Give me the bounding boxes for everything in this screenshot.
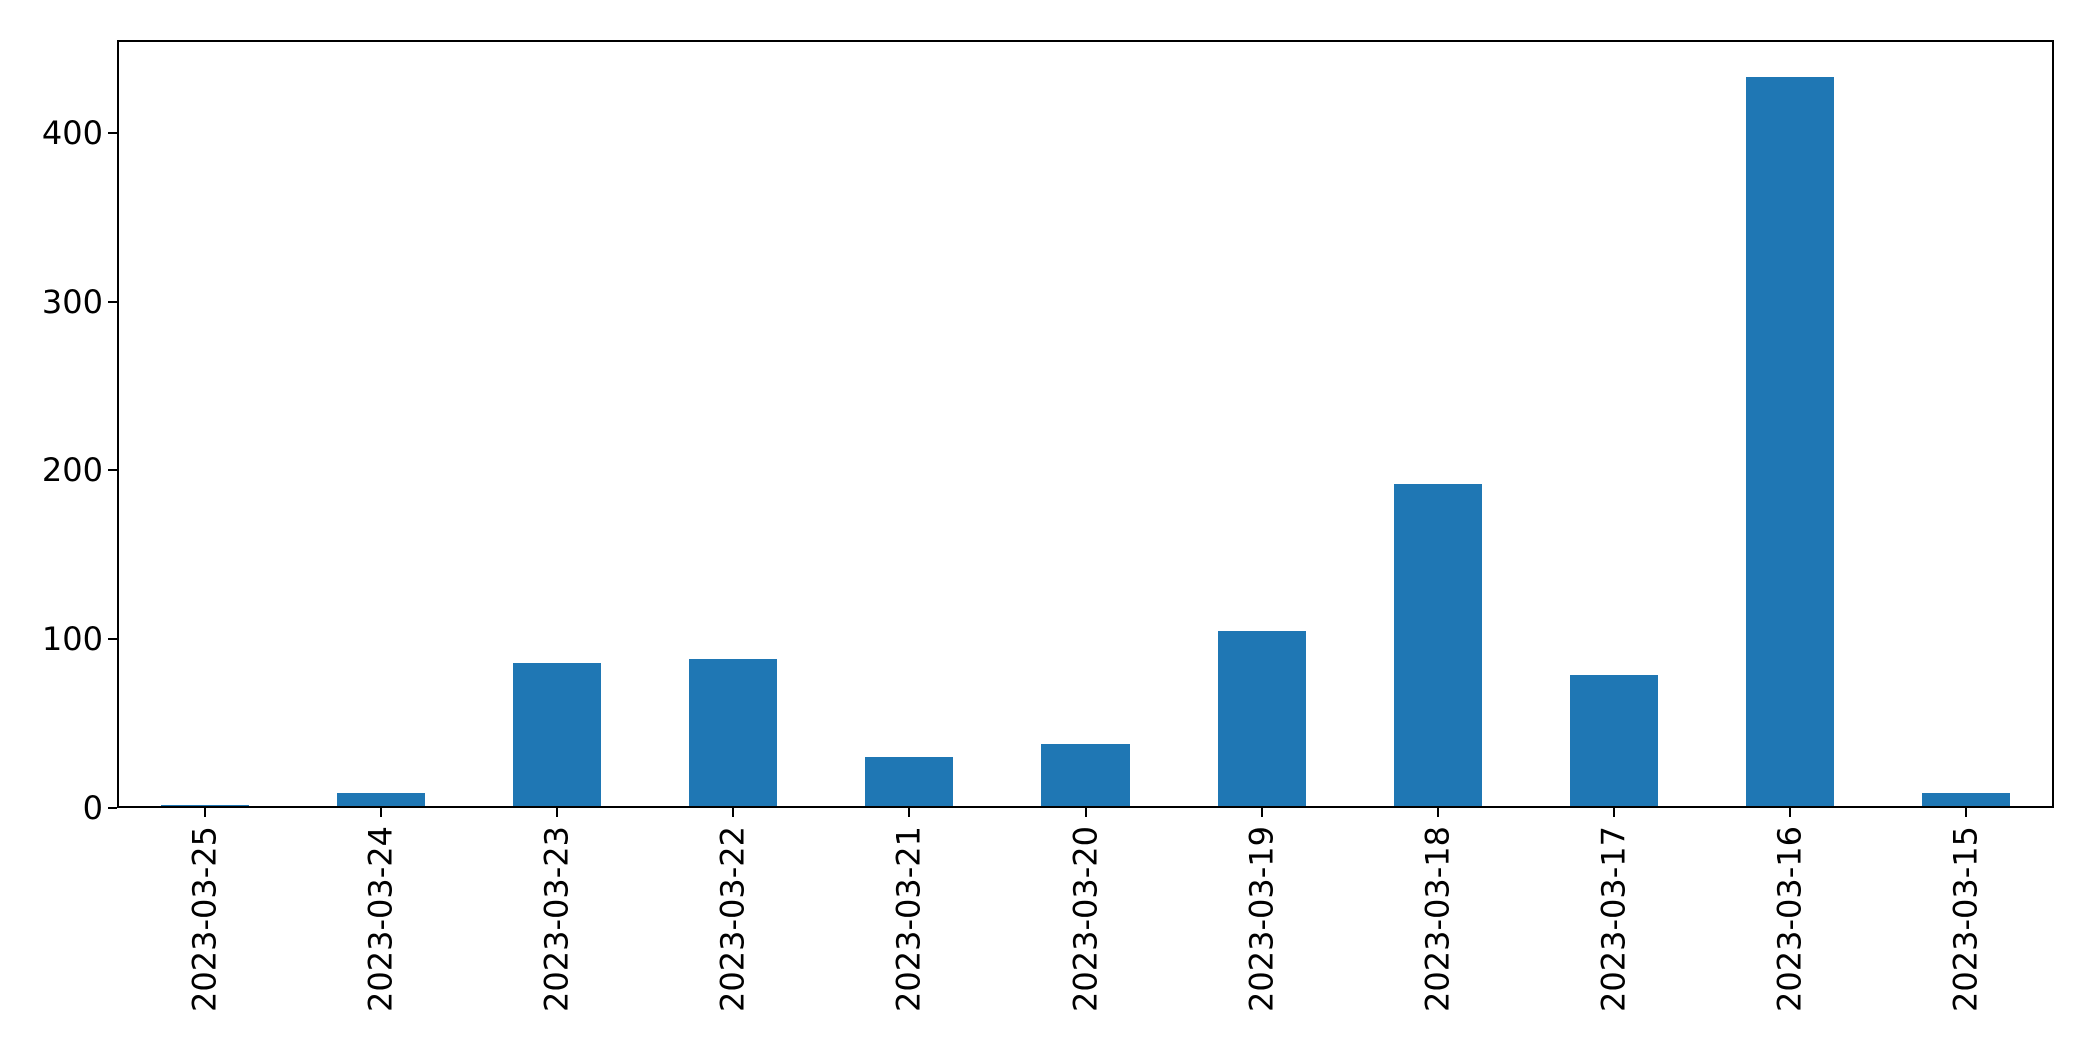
x-tick-label: 2023-03-20 (1065, 826, 1104, 1012)
x-tick-mark (732, 808, 735, 817)
bar-2023-03-23 (513, 662, 602, 808)
y-tick-label: 100 (41, 620, 103, 659)
x-tick-label: 2023-03-15 (1946, 826, 1985, 1012)
x-tick-label: 2023-03-25 (185, 826, 224, 1012)
y-tick-mark (108, 131, 117, 134)
x-tick-mark (204, 808, 207, 817)
y-tick-mark (108, 638, 117, 641)
bar-2023-03-16 (1745, 77, 1834, 808)
x-tick-mark (380, 808, 383, 817)
x-tick-mark (1260, 808, 1263, 817)
x-tick-label: 2023-03-17 (1594, 826, 1633, 1012)
y-tick-mark (108, 469, 117, 472)
y-tick-label: 400 (41, 113, 103, 152)
x-tick-label: 2023-03-22 (713, 826, 752, 1012)
bar-2023-03-15 (1921, 792, 2010, 808)
y-tick-label: 0 (82, 789, 103, 827)
x-tick-mark (1788, 808, 1791, 817)
x-tick-mark (556, 808, 559, 817)
x-tick-mark (1964, 808, 1967, 817)
bar-2023-03-17 (1569, 674, 1658, 808)
bar-2023-03-19 (1217, 630, 1306, 808)
x-tick-label: 2023-03-19 (1241, 826, 1280, 1012)
bar-2023-03-18 (1393, 483, 1482, 808)
bar-2023-03-21 (865, 757, 954, 808)
y-tick-mark (108, 300, 117, 303)
x-tick-label: 2023-03-21 (889, 826, 928, 1012)
bar-2023-03-24 (337, 792, 426, 808)
x-tick-label: 2023-03-24 (361, 826, 400, 1012)
y-tick-label: 300 (41, 282, 103, 321)
x-tick-label: 2023-03-16 (1770, 826, 1809, 1012)
x-tick-label: 2023-03-18 (1418, 826, 1457, 1012)
x-tick-mark (1084, 808, 1087, 817)
bar-2023-03-22 (689, 659, 778, 808)
x-tick-mark (908, 808, 911, 817)
y-tick-label: 200 (41, 451, 103, 490)
x-tick-mark (1436, 808, 1439, 817)
bar-2023-03-20 (1041, 743, 1130, 808)
y-tick-mark (108, 807, 117, 809)
x-tick-label: 2023-03-23 (537, 826, 576, 1012)
x-tick-mark (1612, 808, 1615, 817)
